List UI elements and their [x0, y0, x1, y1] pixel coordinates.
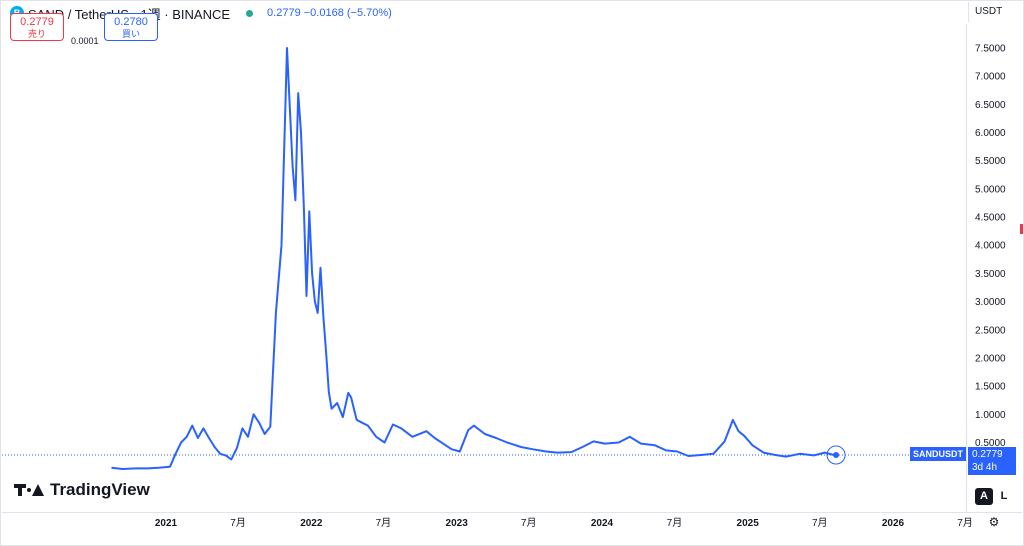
- time-tick-label: 2021: [155, 518, 178, 529]
- price-tick-label: 2.0000: [975, 353, 1006, 364]
- price-tick-label: 1.5000: [975, 382, 1006, 393]
- price-tick-label: 7.0000: [975, 72, 1006, 83]
- time-tick-label: 2025: [737, 518, 760, 529]
- log-scale-button[interactable]: L: [1000, 490, 1008, 502]
- price-axis[interactable]: 0.5000 1.0000 1.5000 2.0000 2.5000 3.0000 3.50…: [975, 44, 1006, 449]
- sell-label: 売り: [27, 29, 46, 39]
- time-tick-label: 7月: [667, 517, 683, 529]
- market-status-dot-icon: [246, 9, 254, 17]
- symbol-price-label: SANDUSDT: [910, 447, 966, 461]
- spread-value: 0.0001: [71, 36, 99, 46]
- bar-countdown: 3d 4h: [972, 462, 998, 473]
- currency-selector[interactable]: USDT: [968, 2, 1018, 22]
- auto-scale-button[interactable]: A: [975, 488, 993, 505]
- price-tick-label: 6.0000: [975, 128, 1006, 139]
- tradingview-logo[interactable]: TradingView: [14, 480, 150, 500]
- price-tick-label: 4.0000: [975, 241, 1006, 252]
- price-tick-label: 7.5000: [975, 44, 1006, 55]
- price-tick-label: 5.0000: [975, 184, 1006, 195]
- time-tick-label: 2024: [591, 518, 614, 529]
- time-tick-label: 2023: [446, 518, 469, 529]
- last-point-ring: [826, 445, 846, 465]
- price-line-series: [111, 47, 837, 470]
- price-axis-divider: [966, 24, 967, 512]
- logo-text: TradingView: [50, 480, 150, 499]
- time-tick-label: 7月: [957, 517, 973, 529]
- time-tick-label: 7月: [230, 517, 246, 529]
- price-tick-label: 3.0000: [975, 297, 1006, 308]
- price-tick-label: 1.0000: [975, 410, 1006, 421]
- last-point[interactable]: [833, 452, 840, 458]
- price-tick-label: 2.5000: [975, 325, 1006, 336]
- sell-button[interactable]: 0.2779 売り: [10, 13, 64, 41]
- ohlc-readout: 0.2779 −0.0168 (−5.70%): [267, 7, 392, 19]
- price-tick-label: 3.5000: [975, 269, 1006, 280]
- price-tick-label: 4.5000: [975, 213, 1006, 224]
- price-tick-label: 6.5000: [975, 100, 1006, 111]
- price-tick-label: 5.5000: [975, 156, 1006, 167]
- buy-button[interactable]: 0.2780 買い: [104, 13, 158, 41]
- buy-price: 0.2780: [114, 16, 148, 28]
- buy-label: 買い: [121, 29, 140, 39]
- sell-price: 0.2779: [20, 16, 54, 28]
- last-price-label: 0.2779 3d 4h: [968, 447, 1016, 475]
- settings-gear-icon[interactable]: ⚙: [988, 515, 1000, 529]
- time-axis[interactable]: 2021 7月 2022 7月 2023 7月 2024 7月 2025 7月 2026 7月: [155, 517, 973, 529]
- time-tick-label: 7月: [521, 517, 537, 529]
- time-tick-label: 2026: [882, 518, 905, 529]
- time-tick-label: 7月: [812, 517, 828, 529]
- edge-marker: [1020, 224, 1023, 234]
- time-axis-divider: [2, 512, 1022, 513]
- time-tick-label: 7月: [376, 517, 392, 529]
- price-tick-label: 0.5000: [975, 438, 1006, 449]
- tradingview-mark-icon: [14, 484, 44, 496]
- last-price-value: 0.2779: [972, 449, 1003, 460]
- time-tick-label: 2022: [300, 518, 323, 529]
